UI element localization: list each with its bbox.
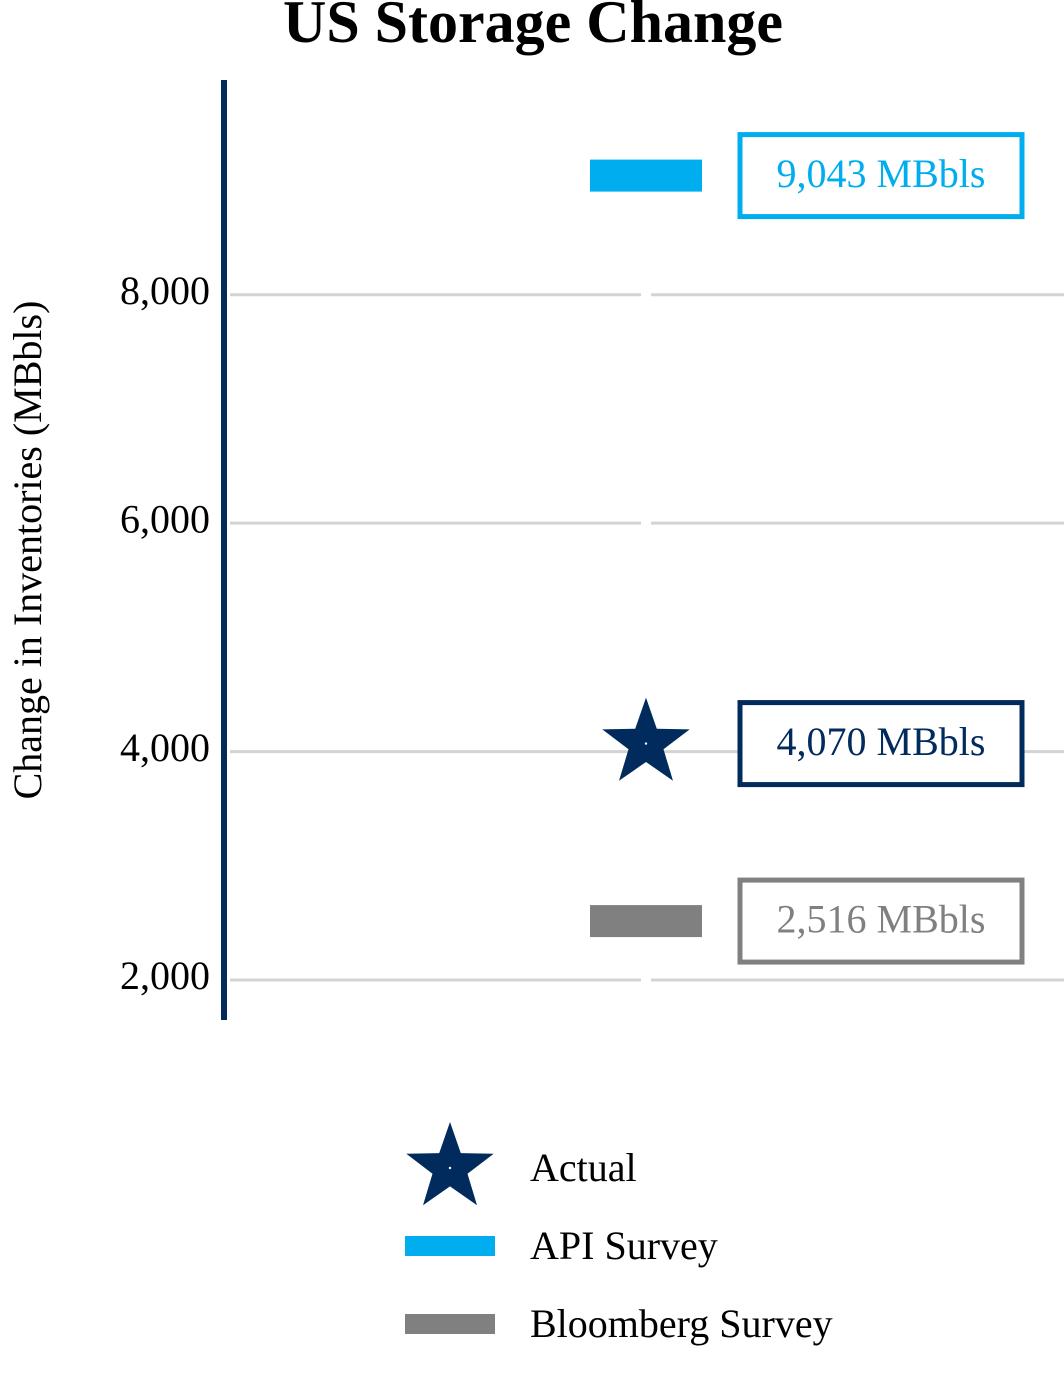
y-tick-label: 4,000 xyxy=(120,725,210,770)
y-tick-label: 8,000 xyxy=(120,268,210,313)
value-label: 4,070 MBbls xyxy=(777,719,986,764)
y-tick-label: 6,000 xyxy=(120,496,210,541)
chart-title: US Storage Change xyxy=(283,0,783,55)
legend-swatch xyxy=(405,1314,495,1334)
legend-swatch xyxy=(405,1236,495,1256)
value-label-box xyxy=(737,877,1025,965)
legend-label: Actual xyxy=(530,1145,637,1190)
y-tick-label: 2,000 xyxy=(120,953,210,998)
star-center xyxy=(644,742,648,745)
data-point xyxy=(590,159,702,192)
legend-label: Bloomberg Survey xyxy=(530,1301,833,1346)
legend-label: API Survey xyxy=(530,1223,718,1268)
value-label-box xyxy=(737,700,1025,788)
value-label: 9,043 MBbls xyxy=(777,151,986,196)
data-point xyxy=(590,905,702,938)
star-center xyxy=(448,1166,452,1170)
data-point xyxy=(602,697,690,781)
value-label: 2,516 MBbls xyxy=(777,896,986,941)
y-axis-title: Change in Inventories (MBbls) xyxy=(5,301,50,800)
legend-swatch xyxy=(406,1122,494,1206)
value-label-box xyxy=(737,132,1025,220)
